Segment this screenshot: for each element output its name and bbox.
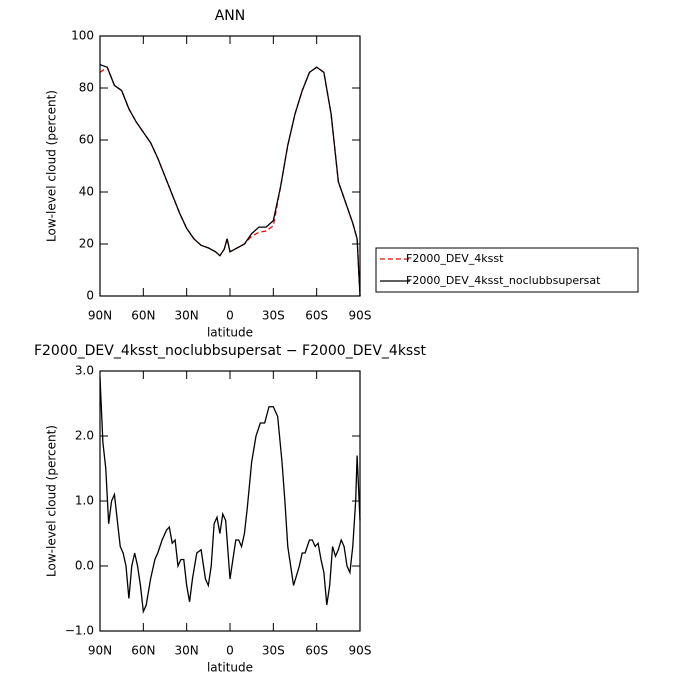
x-tick-label: 30N — [175, 644, 199, 658]
plot-frame — [99, 35, 361, 297]
x-tick-label: 90S — [349, 644, 372, 658]
x-tick-label: 90N — [88, 309, 112, 323]
y-tick-label: 40 — [79, 185, 94, 199]
y-tick-label: 1.0 — [75, 494, 94, 508]
x-axis-label: latitude — [207, 661, 253, 675]
x-axis-label: latitude — [207, 326, 253, 340]
y-tick-label: 0.0 — [75, 559, 94, 573]
x-tick-label: 30S — [262, 309, 285, 323]
x-tick-label: 60S — [305, 644, 328, 658]
legend-label: F2000_DEV_4ksst_noclubbsupersat — [406, 274, 601, 287]
x-tick-label: 60S — [305, 309, 328, 323]
x-tick-label: 0 — [226, 644, 234, 658]
x-tick-label: 30N — [175, 309, 199, 323]
x-tick-label: 30S — [262, 644, 285, 658]
y-tick-label: 2.0 — [75, 429, 94, 443]
x-tick-label: 60N — [131, 309, 155, 323]
x-tick-label: 90N — [88, 644, 112, 658]
y-tick-label: −1.0 — [65, 624, 94, 638]
x-tick-label: 60N — [131, 644, 155, 658]
y-tick-label: 20 — [79, 237, 94, 251]
y-axis-label: Low-level cloud (percent) — [45, 90, 59, 242]
chart-title: F2000_DEV_4ksst_noclubbsupersat − F2000_… — [34, 343, 427, 359]
legend-box — [375, 247, 639, 293]
y-tick-label: 60 — [79, 133, 94, 147]
series-line — [99, 377, 361, 614]
series-line — [99, 66, 361, 297]
chart-title: ANN — [215, 8, 246, 24]
x-tick-label: 0 — [226, 309, 234, 323]
series-line — [99, 63, 361, 297]
y-tick-label: 100 — [71, 29, 94, 43]
x-tick-label: 90S — [349, 309, 372, 323]
y-axis-label: Low-level cloud (percent) — [45, 425, 59, 577]
legend-label: F2000_DEV_4ksst — [406, 252, 504, 265]
y-tick-label: 80 — [79, 81, 94, 95]
plot-frame — [99, 370, 361, 632]
y-tick-label: 3.0 — [75, 364, 94, 378]
y-tick-label: 0 — [86, 289, 94, 303]
